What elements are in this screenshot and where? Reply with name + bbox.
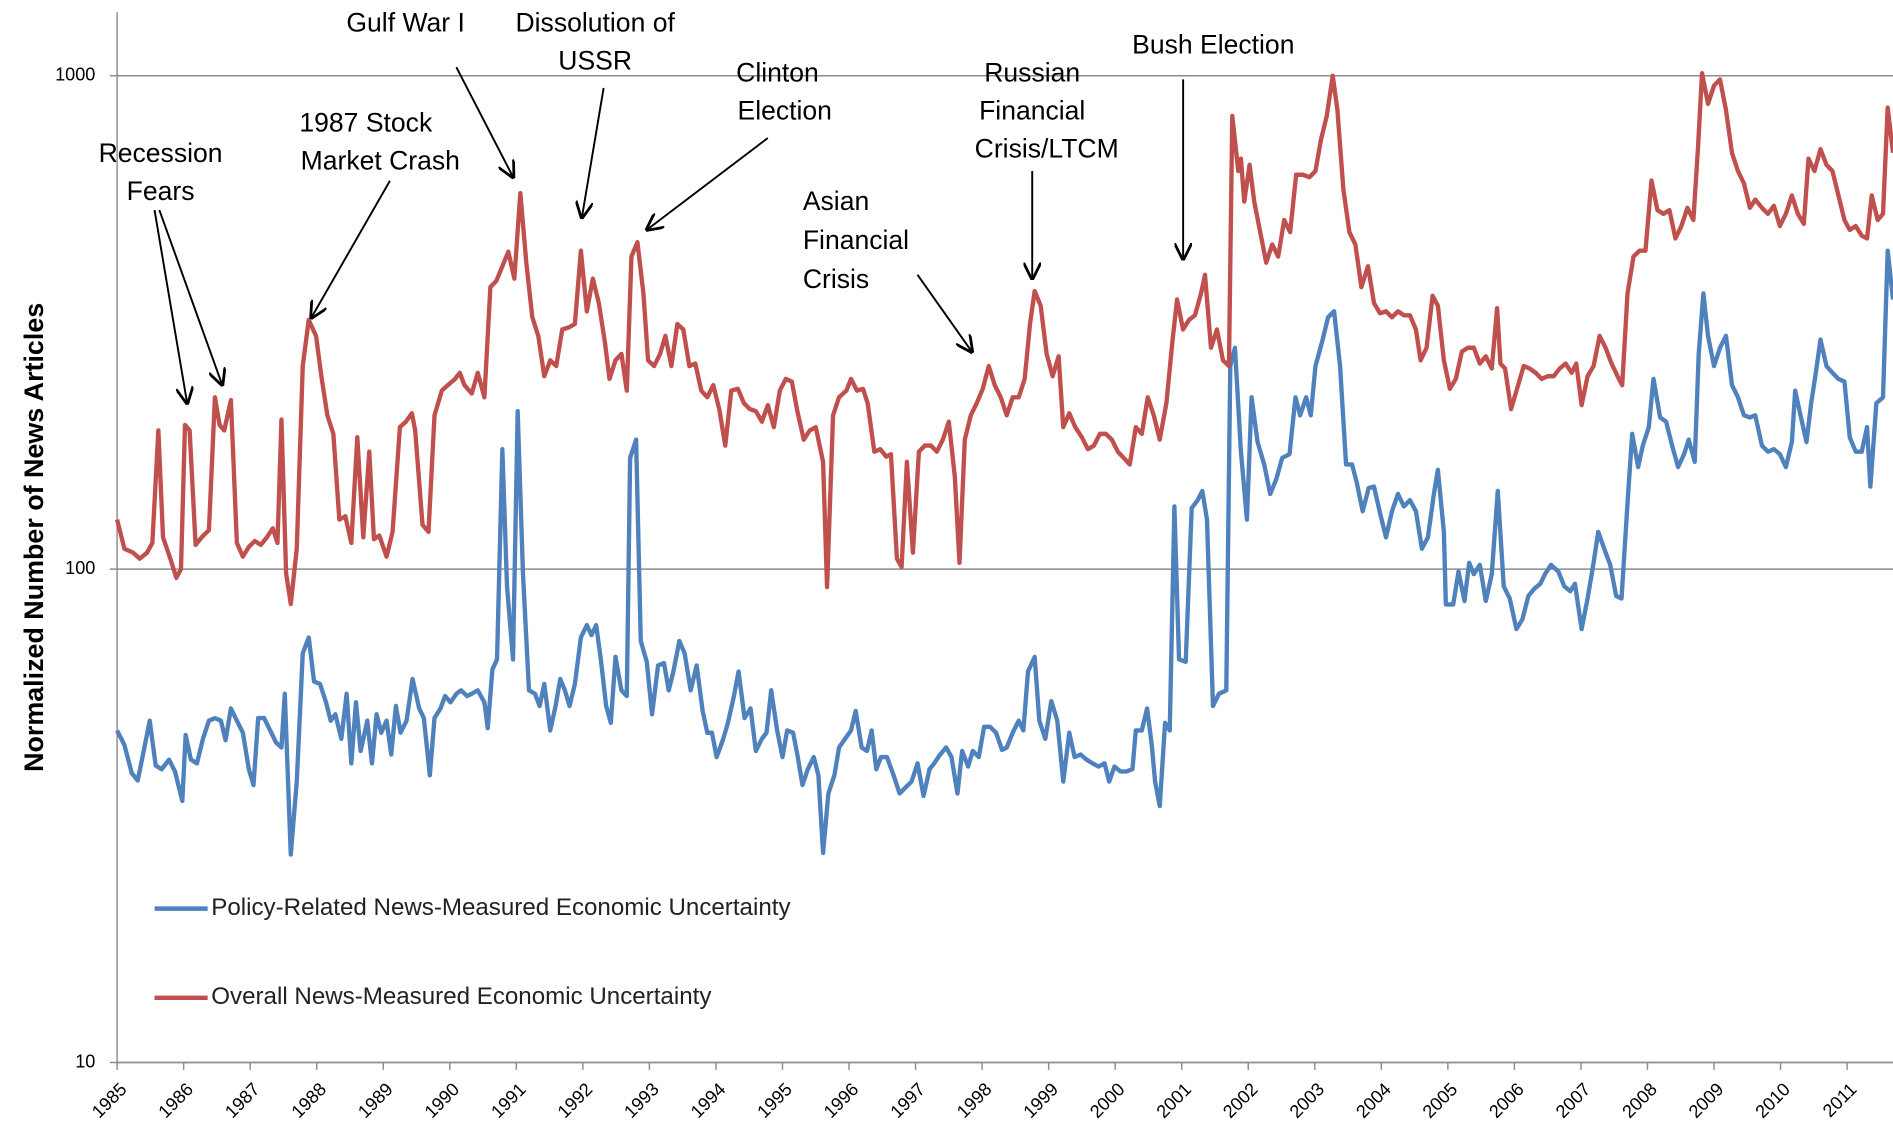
x-tick-label: 1993	[620, 1079, 663, 1122]
annotation: Financial	[979, 95, 1085, 125]
x-tick-label: 2010	[1751, 1079, 1794, 1122]
y-axis-title: Normalized Number of News Articles	[19, 303, 49, 772]
x-tick-label: 2000	[1086, 1079, 1129, 1122]
annotation-arrow	[647, 137, 769, 230]
x-tick-label: 2011	[1819, 1079, 1861, 1121]
x-tick-label: 1991	[487, 1079, 530, 1122]
x-tick-label: 1999	[1020, 1079, 1063, 1122]
y-tick-label: 10	[75, 1051, 95, 1071]
x-tick-label: 1989	[354, 1079, 397, 1122]
annotation: Market Crash	[301, 145, 460, 175]
annotation: Dissolution of	[515, 7, 675, 37]
y-tick-label: 100	[65, 558, 95, 578]
x-tick-label: 1988	[288, 1079, 331, 1122]
annotation: Clinton	[736, 57, 819, 87]
x-tick-label: 2009	[1685, 1079, 1728, 1122]
series-line	[115, 248, 1893, 857]
y-tick-label: 1000	[55, 65, 95, 85]
x-tick-label: 1994	[687, 1079, 730, 1122]
annotation: USSR	[558, 45, 632, 75]
series-line	[114, 71, 1893, 607]
x-tick-label: 1992	[554, 1079, 597, 1122]
annotation: Asian	[803, 186, 869, 216]
annotation: Election	[738, 95, 832, 125]
x-tick-label: 1995	[753, 1079, 796, 1122]
annotation: Fears	[127, 176, 195, 206]
x-tick-label: 2004	[1352, 1079, 1395, 1122]
annotation-arrow	[153, 209, 188, 403]
x-tick-label: 1996	[820, 1079, 863, 1122]
legend-label: Policy-Related News-Measured Economic Un…	[211, 894, 791, 921]
x-tick-label: 2008	[1618, 1079, 1661, 1122]
x-tick-label: 1998	[953, 1079, 996, 1122]
annotation-arrow	[158, 209, 222, 385]
x-tick-label: 1997	[886, 1079, 929, 1122]
annotation: 1987 Stock	[299, 108, 432, 138]
x-tick-label: 1986	[155, 1079, 198, 1122]
x-tick-label: 1990	[421, 1079, 464, 1122]
x-tick-label: 2003	[1286, 1079, 1329, 1122]
legend-label: Overall News-Measured Economic Uncertain…	[211, 983, 712, 1010]
annotation-arrow	[916, 274, 972, 352]
x-tick-label: 1987	[221, 1079, 264, 1122]
annotation: Financial	[803, 225, 909, 255]
x-tick-label: 2005	[1419, 1079, 1462, 1122]
annotation: Bush Election	[1132, 29, 1294, 59]
x-tick-label: 2001	[1153, 1079, 1196, 1122]
annotation: Crisis	[803, 264, 869, 294]
annotation: Crisis/LTCM	[975, 133, 1119, 163]
annotation: Gulf War I	[346, 7, 464, 37]
x-tick-label: 2006	[1485, 1079, 1528, 1122]
x-tick-label: 1985	[88, 1079, 131, 1122]
annotation: Recession	[99, 138, 223, 168]
annotation-arrow	[455, 66, 513, 177]
annotation-arrow	[311, 180, 391, 318]
annotation-arrow	[582, 87, 605, 217]
x-tick-label: 2002	[1219, 1079, 1262, 1122]
annotation: Russian	[984, 57, 1080, 87]
x-tick-label: 2007	[1552, 1079, 1595, 1122]
